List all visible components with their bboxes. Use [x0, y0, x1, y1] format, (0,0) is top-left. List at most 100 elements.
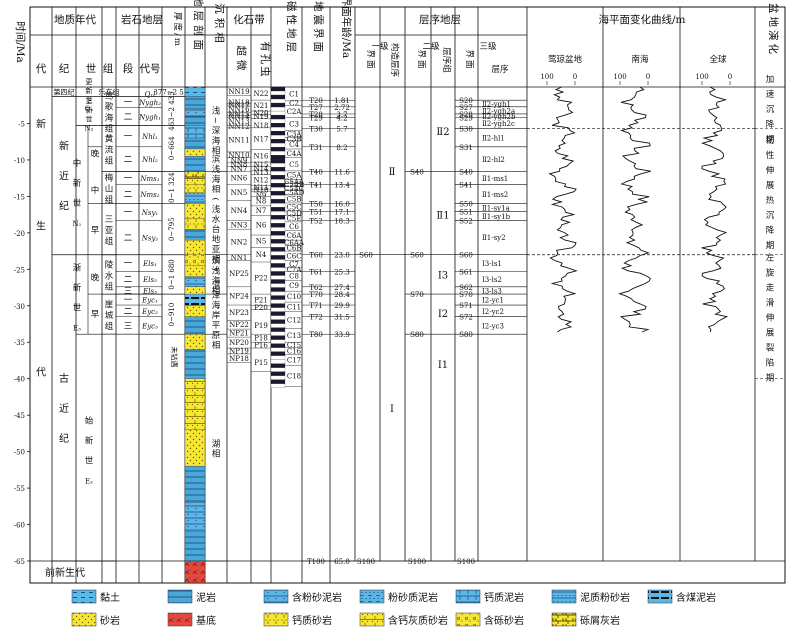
legend-label: 含钙灰质砂岩	[388, 614, 448, 627]
magnetic-label: C5AB	[284, 181, 304, 189]
basin-label: 期	[766, 374, 775, 384]
polarity-chron	[270, 98, 286, 104]
facies-label: 水	[212, 214, 221, 225]
magnetic-label: C3	[289, 121, 299, 129]
magnetic-label: C7A	[287, 266, 303, 274]
polarity-chron	[270, 311, 286, 316]
member-code: Els₂	[142, 276, 157, 284]
magnetic-label: C13	[287, 332, 301, 340]
magnetic-label: C6	[289, 223, 299, 231]
seismic-label: T70	[309, 291, 323, 299]
header-scs: 南海	[631, 54, 649, 65]
formation-label: 崖	[105, 300, 114, 310]
epoch-label: 新	[73, 178, 82, 189]
polarity-chron	[270, 251, 286, 256]
member-label: 一	[124, 259, 133, 269]
section-band	[184, 254, 206, 266]
header-epoch: 世	[86, 63, 97, 75]
magnetic-label: C3B	[287, 135, 302, 143]
order3-unit: Ⅱ1-sy2	[482, 234, 506, 242]
order3-unit: Ⅰ2-yc2	[482, 308, 504, 316]
boundary-age: 33.9	[334, 331, 350, 339]
section-band	[184, 192, 206, 204]
basin-label: 伸	[766, 313, 775, 324]
magnetic-label: C5A	[287, 172, 303, 180]
member-code: Nhl₁	[141, 133, 158, 141]
header-foram: 有孔虫	[259, 41, 272, 79]
formation-label: 海	[105, 113, 114, 124]
member-label: 一	[124, 296, 133, 306]
order2-unit: Ⅰ1	[438, 360, 448, 371]
nano-zone-label: NN13	[228, 118, 249, 126]
basin-label: 性	[766, 150, 775, 161]
formation-label: 陵	[105, 260, 114, 270]
formation-label: 组	[105, 156, 114, 167]
section-band	[184, 531, 206, 562]
boundary-age: 4.2	[336, 115, 347, 123]
polarity-chron	[270, 331, 286, 336]
polarity-chron	[270, 227, 286, 232]
order3-unit: Ⅱ2-hl1	[482, 135, 505, 143]
facies-label: ~	[210, 117, 220, 124]
basin-label: 降	[766, 119, 775, 130]
header-thickness: 厚度/m	[172, 12, 183, 48]
member-code: Nygh₁	[138, 114, 161, 122]
foram-zone-label: N20	[253, 109, 268, 117]
polarity-chron	[270, 163, 286, 168]
foram-zone-label: N4	[256, 251, 267, 259]
polarity-chron	[270, 219, 286, 224]
epoch-label: 新	[86, 86, 93, 95]
header-o3-boundary: 界面	[464, 49, 474, 70]
legend-swatch	[263, 589, 289, 604]
boundary-age: 29.9	[334, 302, 350, 310]
boundary-age: 18.3	[334, 217, 350, 225]
foram-zone-label: N9	[256, 192, 267, 200]
section-band	[184, 137, 206, 150]
seismic-label: T29	[309, 115, 323, 123]
section-band	[184, 239, 206, 255]
formation-label: 组	[105, 236, 114, 247]
order3-boundary-label: S52	[459, 217, 473, 225]
member-code: Els₃	[142, 287, 157, 295]
legend-label: 粉砂质泥岩	[388, 591, 438, 604]
sealevel-scale: 100 0 100 0 100 0	[540, 73, 732, 85]
legend-label: 泥岩	[196, 591, 216, 604]
formation-label: 城	[105, 311, 114, 321]
polarity-chron	[270, 343, 286, 348]
magnetic-label: C2	[289, 100, 299, 108]
nano-zone-label: NN8	[231, 161, 248, 169]
epoch-symbol: N₂	[85, 125, 94, 133]
legend-swatch	[71, 589, 97, 604]
facies-label: 台	[212, 224, 221, 235]
order3-unit: Ⅱ2-ygh2b	[482, 113, 516, 121]
boundary-age: 28.4	[334, 291, 350, 299]
order3-boundary-label: S51	[459, 209, 473, 217]
epoch-label: 上	[86, 97, 93, 106]
facies-label: 浅	[212, 164, 221, 175]
polarity-chron	[270, 231, 286, 236]
formation-label: 水	[105, 270, 114, 281]
thickness-label: 377~2 512	[153, 88, 192, 96]
seismic-label: T50	[309, 201, 323, 209]
legend-label: 含粉砂泥岩	[292, 591, 342, 604]
section-band	[184, 178, 206, 185]
nano-zone-label: NN10	[228, 151, 249, 159]
foram-zone-label: N16	[253, 152, 269, 160]
facies-label: 相	[212, 254, 221, 265]
polarity-chron	[270, 155, 286, 160]
polarity-chron	[270, 335, 286, 340]
time-tick-label: -35	[14, 339, 25, 347]
header-seq-group: 层序地层	[419, 13, 461, 26]
member-label: 一	[124, 208, 133, 218]
boundary-age: 13.4	[334, 182, 350, 190]
header-facies: 沉积相	[213, 3, 226, 47]
order3-boundary-label: S30	[459, 126, 473, 134]
foram-zone-label: N15	[253, 161, 268, 169]
foram-zone-label: N12	[253, 176, 268, 184]
nano-zone-label: NN2	[231, 238, 248, 246]
foram-zone-label: N6	[256, 222, 267, 230]
basin-label: 热	[766, 195, 775, 206]
header-magneto: 磁性地层	[285, 1, 298, 55]
facies-label: )	[210, 267, 221, 270]
section-band	[184, 265, 206, 277]
